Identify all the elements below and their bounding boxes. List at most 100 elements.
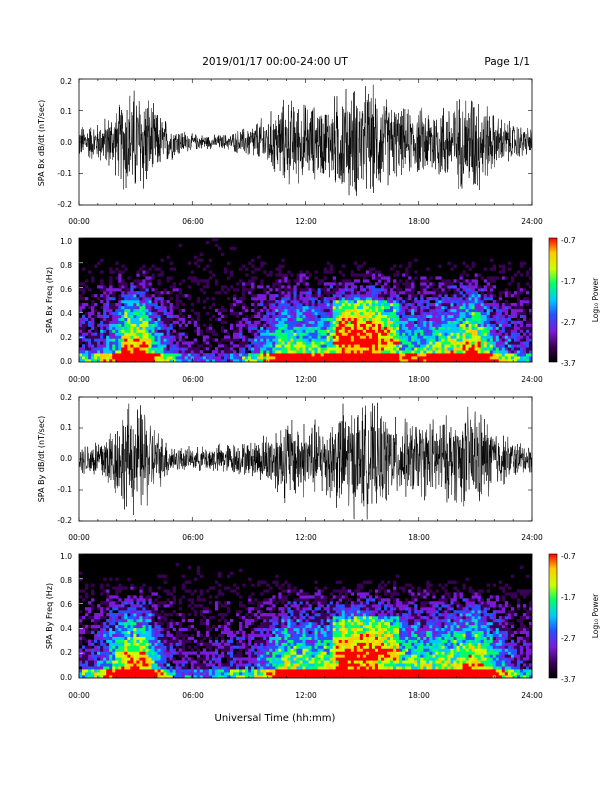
spectrogram-cell — [130, 323, 134, 327]
spectrogram-cell — [154, 675, 158, 679]
spectrogram-cell — [335, 285, 340, 289]
spectrogram-cell — [311, 288, 315, 292]
spectrogram-cell — [332, 308, 336, 313]
spectrogram-cell — [257, 350, 261, 354]
spectrogram-cell — [124, 639, 128, 643]
spectrogram-cell — [157, 621, 161, 626]
spectrogram-cell — [85, 675, 89, 679]
spectrogram-cell — [136, 675, 140, 679]
spectrogram-cell — [368, 356, 373, 360]
spectrogram-cell — [251, 359, 255, 363]
spectrogram-cell — [100, 630, 104, 635]
spectrogram-cell — [377, 356, 382, 360]
spectrogram-cell — [314, 356, 318, 360]
spectrogram-cell — [317, 317, 321, 321]
spectrogram-cell — [453, 302, 457, 307]
spectrogram-cell — [498, 335, 503, 339]
spectrogram-cell — [320, 311, 324, 316]
spectrogram-cell — [151, 639, 155, 643]
spectrogram-cell — [160, 273, 164, 277]
spectrogram-cell — [314, 270, 318, 274]
spectrogram-cell — [368, 308, 373, 313]
spectrogram-cell — [435, 353, 439, 357]
spectrogram-cell — [166, 654, 170, 658]
spectrogram-cell — [305, 282, 309, 286]
spectrogram-cell — [528, 335, 533, 339]
spectrogram-cell — [163, 323, 167, 327]
spectrogram-cell — [109, 624, 113, 629]
spectrogram-cell — [435, 297, 439, 301]
spectrogram-cell — [305, 332, 309, 336]
spectrogram-cell — [142, 297, 146, 301]
spectrogram-cell — [486, 276, 491, 280]
spectrogram-cell — [296, 317, 300, 321]
spectrogram-cell — [299, 341, 303, 345]
spectrogram-cell — [417, 344, 421, 348]
spectrogram-cell — [94, 675, 98, 679]
spectrogram-cell — [242, 344, 246, 348]
spectrogram-cell — [287, 332, 291, 336]
spectrogram-cell — [130, 642, 134, 646]
spectrogram-cell — [290, 344, 294, 348]
spectrogram-cell — [432, 347, 436, 351]
spectrogram-cell — [136, 353, 140, 357]
spectrogram-cell — [347, 308, 352, 313]
x-axis-title: Universal Time (hh:mm) — [215, 713, 336, 724]
spectrogram-cell — [293, 294, 297, 298]
spectrogram-cell — [377, 335, 382, 339]
spectrogram-cell — [474, 329, 478, 333]
spectrogram-cell — [94, 660, 98, 664]
spectrogram-cell — [522, 353, 527, 357]
spectrogram-cell — [106, 607, 110, 611]
spectrogram-cell — [275, 300, 279, 304]
spectrogram-cell — [193, 672, 198, 676]
spectrogram-cell — [154, 288, 158, 292]
spectrogram-cell — [181, 583, 185, 587]
spectrogram-cell — [181, 332, 185, 336]
spectrogram-cell — [492, 317, 497, 321]
spectrogram-cell — [381, 332, 385, 336]
spectrogram-cell — [501, 356, 506, 360]
spectrogram-cell — [133, 359, 137, 363]
spectrogram-cell — [233, 288, 237, 292]
spectrogram-cell — [166, 311, 170, 316]
spectrogram-cell — [516, 270, 521, 274]
spectrogram-cell — [175, 297, 179, 301]
spectrogram-cell — [196, 344, 201, 348]
spectrogram-cell — [260, 344, 264, 348]
spectrogram-cell — [130, 338, 134, 342]
spectrogram-cell — [127, 618, 131, 623]
spectrogram-cell — [85, 353, 89, 357]
spectrogram-cell — [335, 314, 340, 319]
spectrogram-cell — [169, 350, 173, 354]
spectrogram-cell — [332, 332, 336, 336]
spectrogram-cell — [88, 311, 92, 316]
spectrogram-cell — [139, 288, 143, 292]
spectrogram-cell — [85, 302, 89, 307]
spectrogram-cell — [88, 341, 92, 345]
spectrogram-cell — [184, 332, 189, 336]
spectrogram-cell — [381, 320, 385, 324]
spectrogram-cell — [525, 323, 530, 327]
spectrogram-cell — [127, 598, 131, 602]
spectrogram-cell — [356, 341, 361, 345]
spectrogram-cell — [362, 326, 367, 330]
spectrogram-cell — [435, 359, 439, 363]
spectrogram-cell — [263, 294, 267, 298]
spectrogram-cell — [516, 285, 521, 289]
spectrogram-cell — [157, 657, 161, 661]
spectrogram-cell — [154, 335, 158, 339]
spectrogram-cell — [160, 350, 164, 354]
spectrogram-cell — [187, 660, 192, 664]
spectrogram-cell — [290, 314, 294, 319]
spectrogram-cell — [371, 332, 376, 336]
spectrogram-cell — [332, 317, 336, 321]
spectrogram-cell — [405, 317, 409, 321]
spectrogram-cell — [157, 347, 161, 351]
spectrogram-cell — [384, 308, 388, 313]
spectrogram-cell — [148, 663, 152, 667]
spectrogram-cell — [441, 297, 445, 301]
spectrogram-cell — [154, 308, 158, 313]
spectrogram-cell — [483, 350, 487, 354]
spectrogram-cell — [233, 300, 237, 304]
